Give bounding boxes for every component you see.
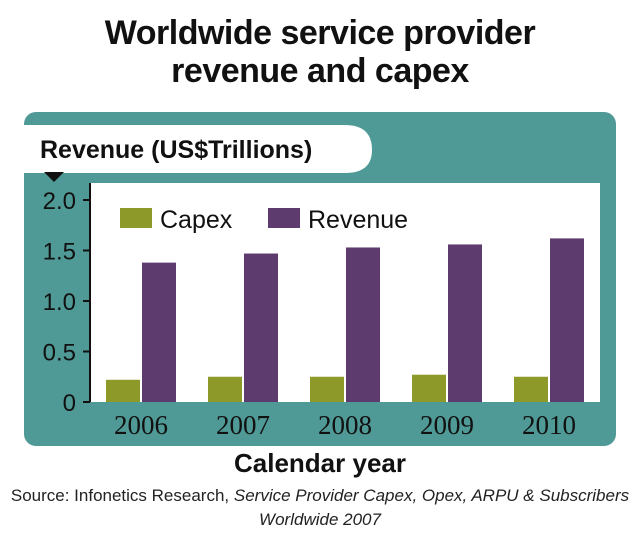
y-tick-label: 0 [63, 390, 76, 417]
bar-revenue-2010 [550, 238, 584, 402]
y-tick-label: 2.0 [43, 188, 76, 215]
title-line-1: Worldwide service provider [104, 14, 536, 52]
legend-swatch-revenue [268, 208, 300, 228]
y-tick-label: 1.0 [43, 289, 76, 316]
x-tick-label: 2009 [420, 410, 474, 440]
source-title: Service Provider Capex, Opex, ARPU & Sub… [233, 486, 630, 529]
bar-capex-2009 [412, 374, 446, 402]
bar-capex-2007 [208, 376, 242, 402]
x-tick-label: 2008 [318, 410, 372, 440]
bar-revenue-2008 [346, 247, 380, 402]
title-line-2: revenue and capex [171, 52, 469, 90]
bar-capex-2008 [310, 376, 344, 402]
source-note: Source: Infonetics Research, Service Pro… [0, 484, 640, 532]
source-prefix: Source: Infonetics Research, [10, 486, 234, 505]
bar-capex-2006 [106, 379, 140, 402]
y-axis-label-tab [24, 125, 372, 173]
x-tick-label: 2010 [522, 410, 576, 440]
y-tick-label: 1.5 [43, 239, 76, 266]
x-axis-label: Calendar year [234, 448, 406, 478]
x-tick-label: 2006 [114, 410, 168, 440]
axis-arrow-icon [44, 172, 64, 182]
x-tick-label: 2007 [216, 410, 270, 440]
legend-label-revenue: Revenue [308, 206, 408, 234]
y-tick-label: 0.5 [43, 340, 76, 367]
bar-capex-2010 [514, 376, 548, 402]
bar-revenue-2007 [244, 253, 278, 402]
bar-revenue-2006 [142, 262, 176, 402]
chart-title: Worldwide service provider revenue and c… [0, 14, 640, 90]
bar-revenue-2009 [448, 244, 482, 402]
legend-swatch-capex [120, 208, 152, 228]
legend-label-capex: Capex [160, 206, 233, 234]
y-axis-label: Revenue (US$Trillions) [40, 136, 312, 164]
